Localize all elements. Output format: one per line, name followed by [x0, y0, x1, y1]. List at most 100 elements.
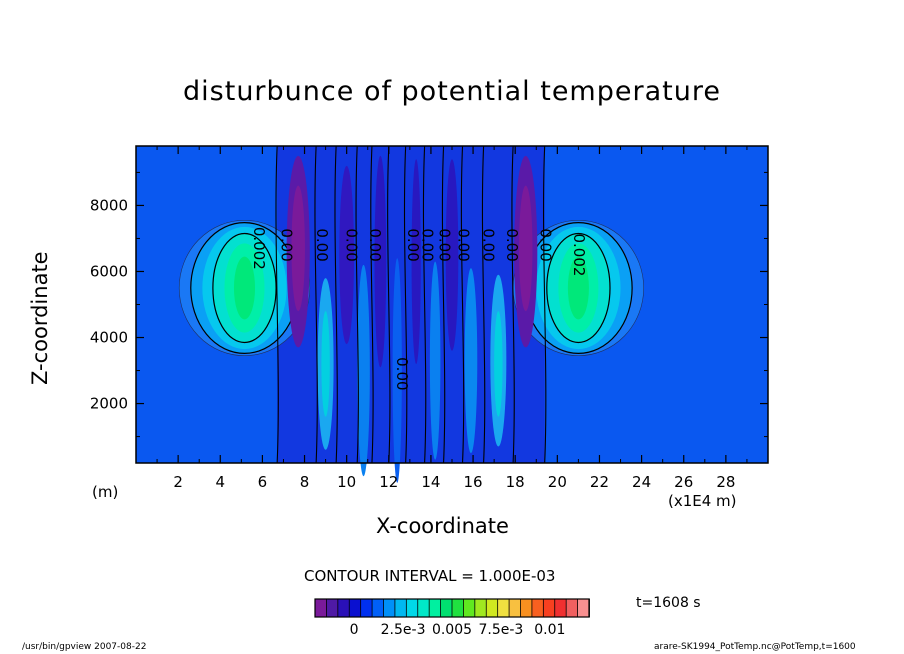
x-unit-right: (x1E4 m) [668, 492, 737, 510]
x-unit-left: (m) [92, 483, 119, 501]
colorbar-swatch-21 [554, 598, 568, 618]
contour-label-10: 0.00 [503, 228, 521, 261]
colorbar-swatch-10 [428, 598, 442, 618]
x-tick-label-5: 12 [379, 473, 398, 491]
x-tick-label-7: 16 [464, 473, 483, 491]
wave-cell-5 [357, 264, 370, 477]
x-tick-label-4: 10 [337, 473, 356, 491]
colorbar-swatch-3 [348, 598, 362, 618]
x-tick-label-8: 18 [506, 473, 525, 491]
zero-contour-12 [542, 145, 547, 464]
x-tick-label-3: 8 [300, 473, 310, 491]
x-tick-label-1: 4 [215, 473, 225, 491]
zero-contour-0 [275, 145, 279, 464]
contour-label-2: 0.00 [313, 228, 331, 261]
contour-label-5: 0.00 [404, 228, 422, 261]
y-axis-label: Z-coordinate [28, 251, 52, 385]
zero-contour-11 [511, 145, 515, 464]
colorbar-swatch-23 [577, 598, 590, 618]
colorbar-swatch-12 [451, 598, 465, 618]
colorbar-swatch-8 [405, 598, 419, 618]
colorbar-swatch-2 [337, 598, 351, 618]
time-label: t=1608 s [636, 595, 701, 611]
zero-contour-3 [355, 145, 359, 464]
colorbar-tick-label-4: 0.01 [534, 622, 566, 638]
colorbar-swatch-13 [463, 598, 476, 618]
colorbar-swatch-6 [383, 598, 396, 618]
right-lobe-ring-5 [567, 256, 589, 320]
colorbar-swatch-18 [520, 598, 533, 618]
colorbar-swatch-15 [485, 598, 499, 618]
colorbar-swatch-22 [565, 598, 579, 618]
zero-contour-10 [481, 145, 486, 464]
footer-right: arare-SK1994_PotTemp.nc@PotTemp,t=1600 [654, 642, 856, 652]
colorbar-swatch-20 [542, 598, 556, 618]
x-tick-label-0: 2 [173, 473, 183, 491]
wave-cell-7 [392, 258, 402, 483]
zero-contour-4 [370, 145, 374, 464]
contour-label-0: 0.002 [250, 227, 268, 270]
left-lobe-ring-5 [233, 256, 256, 320]
colorbar-swatch-7 [394, 598, 408, 618]
colorbar-swatch-17 [508, 598, 522, 618]
x-tick-label-11: 24 [632, 473, 651, 491]
contour-label-8: 0.00 [454, 228, 472, 261]
contour-interval-label: CONTOUR INTERVAL = 1.000E-03 [304, 567, 556, 585]
colorbar-swatch-1 [326, 598, 339, 618]
zero-contour-7 [422, 145, 427, 464]
y-tick-label-1: 4000 [90, 329, 128, 347]
colorbar-tick-label-0: 0 [349, 622, 359, 638]
contour-label-6: 0.00 [419, 228, 437, 261]
wave-cell-1 [291, 185, 305, 312]
colorbar-swatch-16 [497, 598, 510, 618]
contour-label-13: 0.00 [393, 357, 411, 390]
contour-label-1: 0.00 [277, 228, 295, 261]
x-tick-label-9: 20 [548, 473, 567, 491]
x-tick-label-12: 26 [674, 473, 693, 491]
y-tick-label-2: 6000 [90, 262, 128, 280]
wave-cell-3 [321, 311, 330, 417]
contour-label-7: 0.00 [435, 228, 453, 261]
x-tick-label-2: 6 [258, 473, 268, 491]
colorbar-tick-label-3: 7.5e-3 [478, 622, 524, 638]
colorbar-frame [314, 598, 590, 618]
zero-contour-2 [334, 145, 338, 464]
zero-contour-9 [460, 145, 465, 464]
wave-cell-15 [518, 185, 533, 312]
wave-cell-8 [411, 159, 421, 364]
zero-contour-8 [441, 145, 446, 464]
zero-contour-1 [314, 145, 318, 464]
colorbar [314, 598, 590, 618]
colorbar-swatch-0 [314, 598, 328, 618]
footer-left: /usr/bin/gpview 2007-08-22 [22, 642, 147, 652]
contour-label-11: 0.00 [536, 228, 554, 261]
x-tick-label-10: 22 [590, 473, 609, 491]
wave-cell-9 [429, 261, 441, 460]
contour-label-3: 0.00 [343, 228, 361, 261]
contour-plot-area: 0.002 0.00 0.00 0.00 0.00 0.000.000.00 0.00 0.0… [136, 145, 768, 483]
x-axis-label: X-coordinate [376, 514, 509, 538]
y-tick-label-3: 8000 [90, 196, 128, 214]
zero-contour-6 [403, 145, 408, 464]
colorbar-swatch-14 [474, 598, 488, 618]
chart-title: disturbunce of potential temperature [183, 76, 721, 107]
colorbar-swatch-5 [371, 598, 385, 618]
contour-label-9: 0.00 [480, 228, 498, 261]
zero-contour-5 [387, 145, 391, 464]
wave-cell-13 [494, 311, 503, 417]
wave-cell-6 [374, 155, 387, 368]
wave-cell-4 [339, 165, 355, 345]
contour-label-4: 0.00 [366, 228, 384, 261]
wave-cell-10 [445, 159, 459, 351]
colorbar-swatch-9 [417, 598, 431, 618]
x-tick-label-13: 28 [716, 473, 735, 491]
x-tick-label-6: 14 [421, 473, 440, 491]
colorbar-tick-label-1: 2.5e-3 [380, 622, 426, 638]
colorbar-swatch-19 [531, 598, 545, 618]
colorbar-swatch-4 [360, 598, 373, 618]
y-tick-label-0: 2000 [90, 395, 128, 413]
colorbar-swatch-11 [440, 598, 453, 618]
wave-cell-11 [464, 268, 478, 454]
